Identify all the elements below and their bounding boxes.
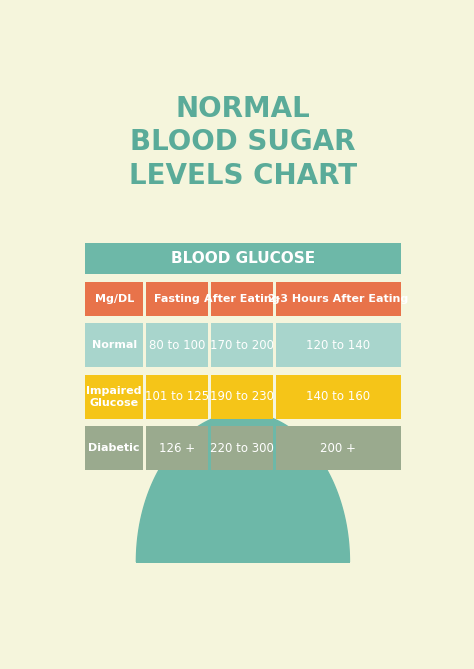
Text: 120 to 140: 120 to 140 — [306, 339, 370, 352]
FancyBboxPatch shape — [211, 375, 273, 419]
Text: Fasting: Fasting — [154, 294, 200, 304]
FancyBboxPatch shape — [146, 323, 208, 367]
FancyBboxPatch shape — [211, 426, 273, 470]
FancyBboxPatch shape — [211, 282, 273, 316]
FancyBboxPatch shape — [211, 323, 273, 367]
Text: Normal: Normal — [91, 341, 137, 351]
Text: Impaired
Glucose: Impaired Glucose — [86, 386, 142, 407]
FancyBboxPatch shape — [275, 282, 401, 316]
Text: 200 +: 200 + — [320, 442, 356, 455]
Text: 220 to 300: 220 to 300 — [210, 442, 274, 455]
Text: 80 to 100: 80 to 100 — [149, 339, 205, 352]
Text: LEVELS CHART: LEVELS CHART — [129, 162, 357, 189]
FancyBboxPatch shape — [85, 323, 144, 367]
Text: 2-3 Hours After Eating: 2-3 Hours After Eating — [268, 294, 408, 304]
FancyBboxPatch shape — [85, 426, 144, 470]
FancyBboxPatch shape — [146, 282, 208, 316]
FancyBboxPatch shape — [275, 323, 401, 367]
FancyBboxPatch shape — [85, 243, 401, 274]
FancyBboxPatch shape — [275, 426, 401, 470]
Text: 101 to 125: 101 to 125 — [145, 390, 209, 403]
Text: After Eating: After Eating — [204, 294, 280, 304]
FancyBboxPatch shape — [146, 426, 208, 470]
FancyBboxPatch shape — [275, 375, 401, 419]
FancyBboxPatch shape — [146, 375, 208, 419]
FancyBboxPatch shape — [85, 375, 144, 419]
Text: Mg/DL: Mg/DL — [94, 294, 134, 304]
Text: 170 to 200: 170 to 200 — [210, 339, 274, 352]
Text: 190 to 230: 190 to 230 — [210, 390, 274, 403]
FancyBboxPatch shape — [85, 282, 144, 316]
Text: Diabetic: Diabetic — [89, 444, 140, 454]
Text: 126 +: 126 + — [159, 442, 195, 455]
Text: BLOOD GLUCOSE: BLOOD GLUCOSE — [171, 251, 315, 266]
Text: 140 to 160: 140 to 160 — [306, 390, 370, 403]
Text: NORMAL: NORMAL — [175, 94, 310, 122]
Text: BLOOD SUGAR: BLOOD SUGAR — [130, 128, 356, 156]
Polygon shape — [137, 413, 349, 562]
